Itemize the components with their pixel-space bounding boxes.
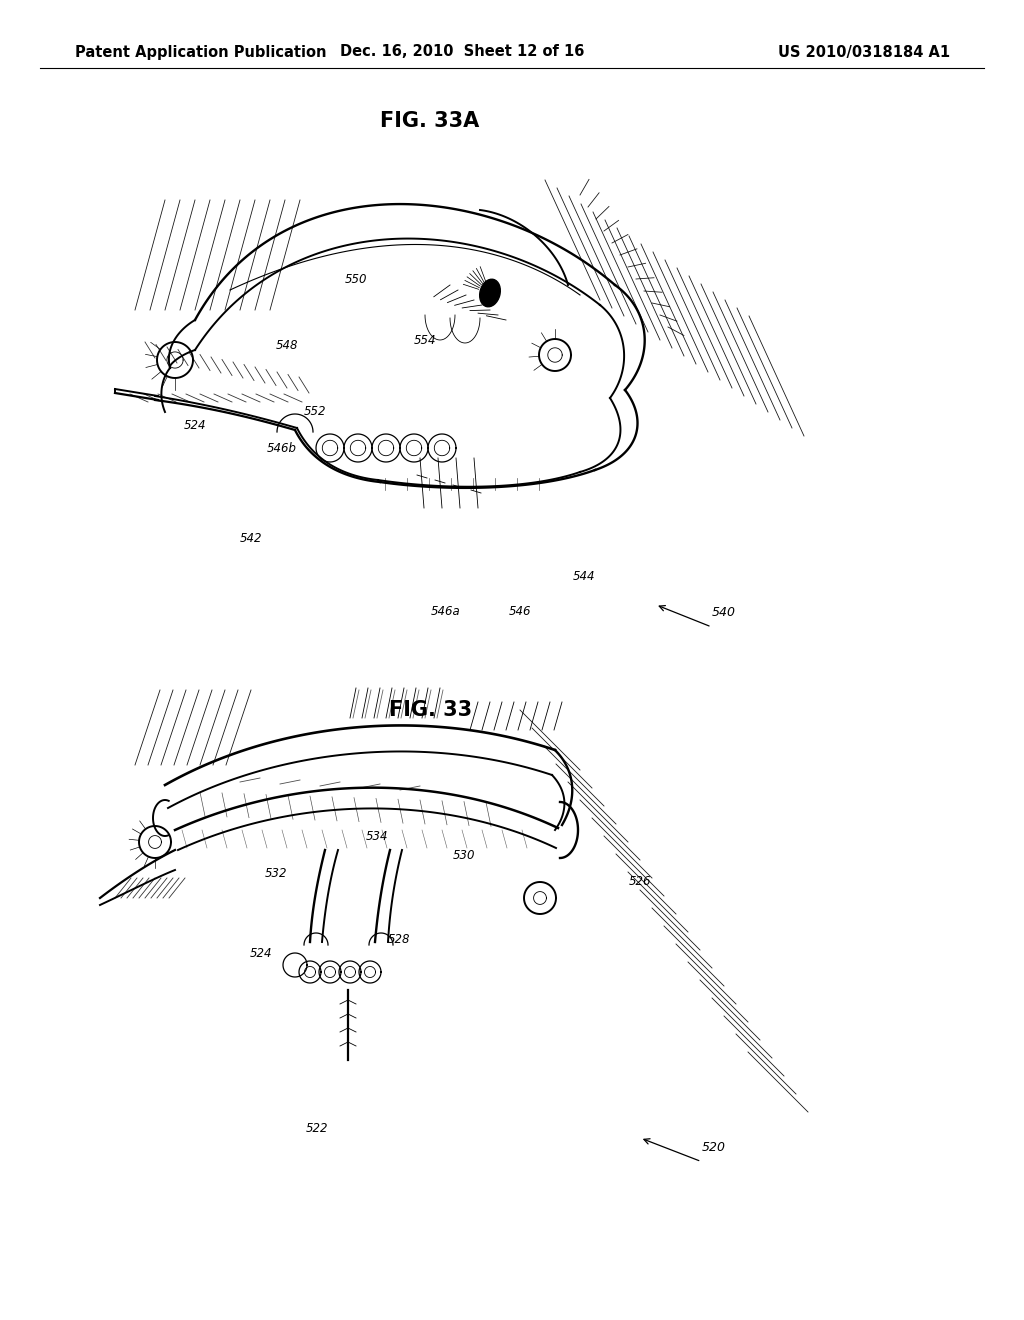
Text: 550: 550	[345, 273, 368, 286]
Text: 530: 530	[453, 849, 475, 862]
Text: 532: 532	[265, 867, 288, 880]
Text: FIG. 33: FIG. 33	[388, 700, 472, 721]
Text: 540: 540	[712, 606, 735, 619]
Text: 554: 554	[414, 334, 436, 347]
Text: 534: 534	[366, 830, 388, 843]
Ellipse shape	[479, 280, 501, 306]
Text: FIG. 33A: FIG. 33A	[381, 111, 479, 132]
Text: 548: 548	[275, 339, 298, 352]
Text: 544: 544	[572, 570, 595, 583]
Text: 528: 528	[388, 933, 411, 946]
Text: 546b: 546b	[266, 442, 297, 455]
Text: 546: 546	[509, 605, 531, 618]
Text: 542: 542	[240, 532, 262, 545]
Text: 522: 522	[306, 1122, 329, 1135]
Text: Patent Application Publication: Patent Application Publication	[75, 45, 327, 59]
Text: 520: 520	[701, 1140, 725, 1154]
Text: 524: 524	[250, 946, 272, 960]
Text: 546a: 546a	[430, 605, 461, 618]
Text: 526: 526	[629, 875, 651, 888]
Text: 524: 524	[183, 418, 206, 432]
Text: 552: 552	[304, 405, 327, 418]
Text: Dec. 16, 2010  Sheet 12 of 16: Dec. 16, 2010 Sheet 12 of 16	[340, 45, 584, 59]
Text: US 2010/0318184 A1: US 2010/0318184 A1	[778, 45, 950, 59]
